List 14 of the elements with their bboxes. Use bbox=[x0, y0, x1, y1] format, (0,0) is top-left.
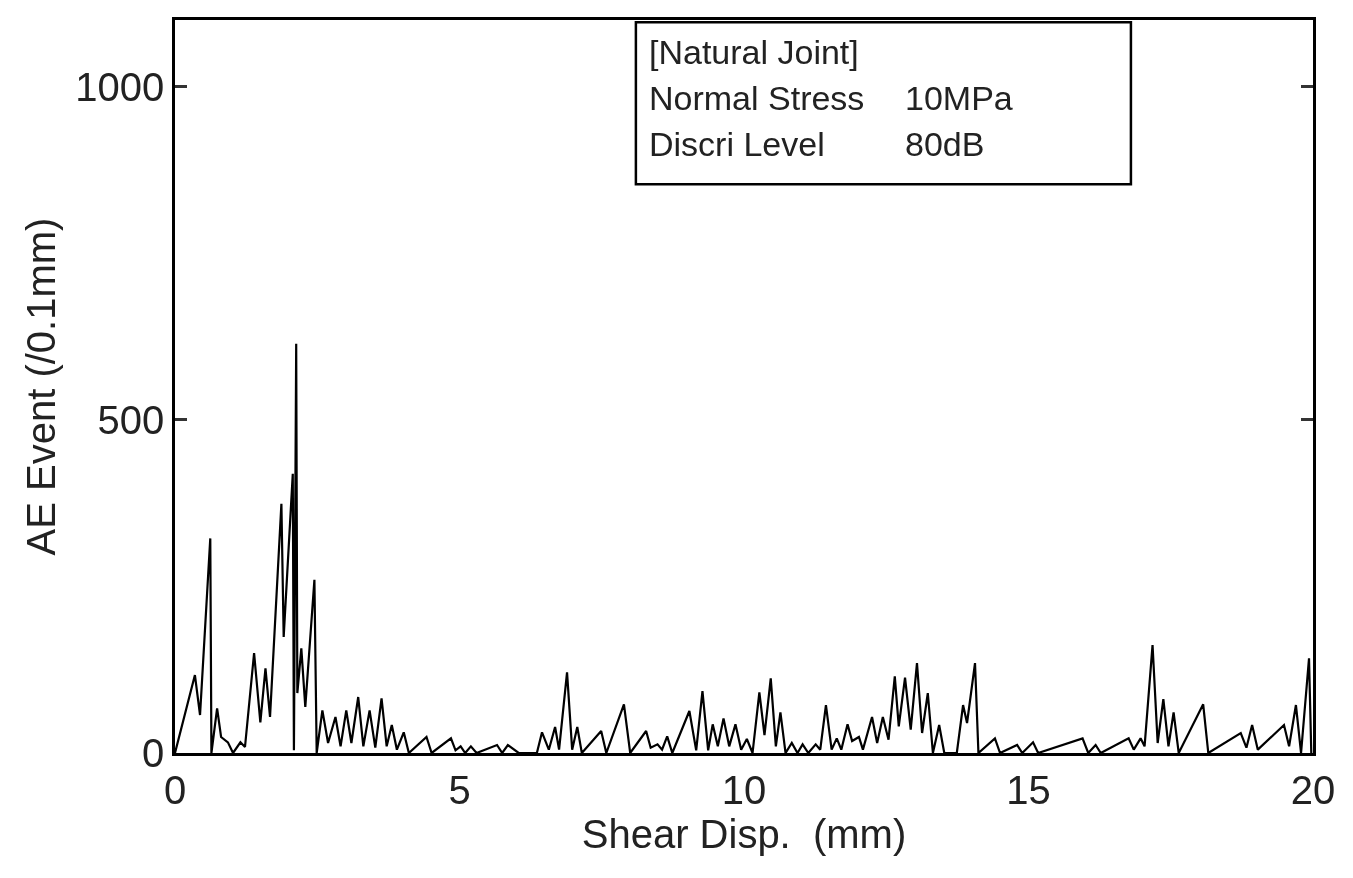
x-tick-label: 5 bbox=[448, 767, 471, 812]
annotation: Discri Level bbox=[649, 125, 825, 163]
x-tick-label: 20 bbox=[1290, 767, 1336, 812]
annotation: Normal Stress bbox=[649, 79, 865, 117]
x-axis-title: Shear Disp. (mm) bbox=[581, 811, 907, 856]
x-tick-label: 10 bbox=[721, 767, 767, 812]
y-tick-label: 1000 bbox=[75, 64, 165, 109]
annotation: [Natural Joint] bbox=[649, 33, 859, 71]
y-axis-title: AE Event (/0.1mm) bbox=[18, 217, 63, 556]
y-tick-label: 0 bbox=[142, 731, 165, 775]
annotation: 10MPa bbox=[905, 79, 1013, 117]
annotation: 80dB bbox=[905, 125, 985, 163]
y-tick-label: 500 bbox=[97, 397, 165, 442]
x-tick-label: 15 bbox=[1006, 767, 1051, 812]
